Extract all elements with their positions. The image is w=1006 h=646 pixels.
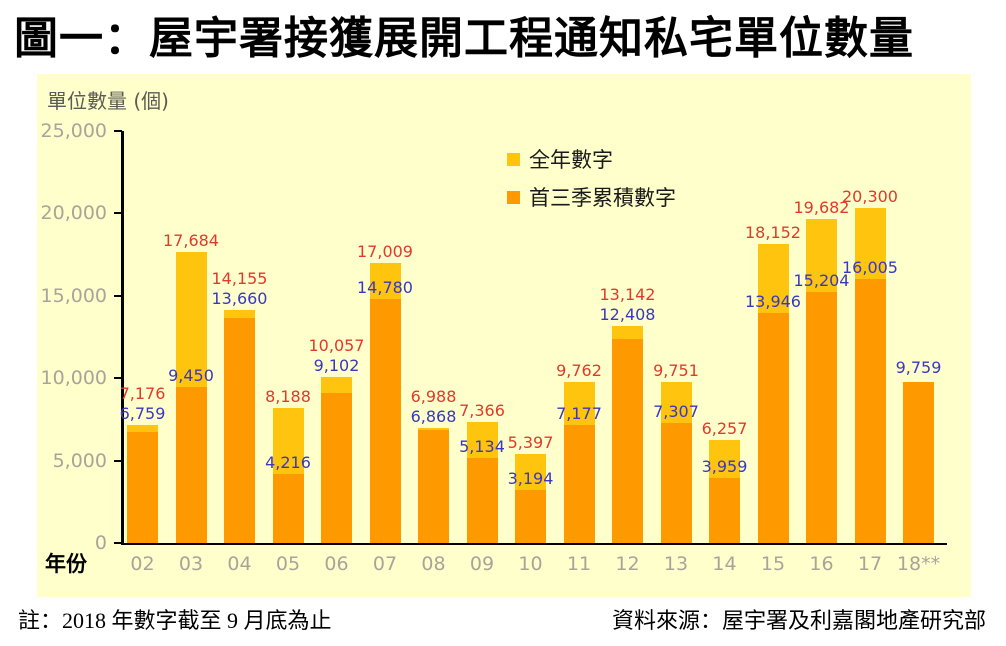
legend-item-first-three-quarters: 首三季累積數字	[507, 178, 676, 216]
full-year-value-label: 17,009	[357, 241, 413, 261]
x-tick-label: 15	[760, 553, 786, 575]
bar-first-three-quarters	[563, 424, 595, 543]
x-axis-title: 年份	[45, 552, 87, 576]
bar-first-three-quarters	[709, 477, 740, 543]
full-year-value-label: 18,152	[745, 222, 801, 242]
first-three-quarters-value-label: 9,759	[895, 358, 942, 378]
page-title: 圖一：屋宇署接獲展開工程通知私宅單位數量	[14, 13, 914, 64]
full-year-value-label: 19,682	[793, 197, 850, 217]
full-year-value-label: 20,300	[842, 187, 898, 207]
plot-area: 25,000 20,000 15,000 10,000 5,000 0 7,176 6,759…	[37, 74, 971, 597]
first-three-quarters-value-label: 7,307	[653, 401, 699, 421]
x-tick-label: 08	[421, 553, 446, 575]
x-tick-label: 16	[809, 553, 834, 575]
y-tick-mark	[114, 294, 122, 297]
y-tick-label: 5,000	[52, 449, 107, 472]
first-three-quarters-value-label: 12,408	[599, 305, 656, 325]
y-tick-mark	[114, 542, 122, 544]
first-three-quarters-value-label: 13,660	[211, 288, 268, 308]
y-tick-label: 0	[94, 532, 107, 554]
y-tick-label: 20,000	[40, 202, 107, 225]
bar-first-three-quarters	[757, 313, 789, 543]
bar-first-three-quarters	[369, 299, 401, 543]
source-note: 資料來源：屋宇署及利嘉閣地產研究部	[611, 608, 986, 633]
bar-first-three-quarters	[806, 292, 837, 543]
bar-first-three-quarters	[660, 422, 692, 543]
first-three-quarters-value-label: 5,134	[459, 437, 505, 457]
x-tick-label: 07	[372, 553, 398, 575]
full-year-value-label: 17,684	[163, 230, 219, 250]
legend-label: 首三季累積數字	[529, 186, 676, 210]
full-year-value-label: 9,751	[653, 361, 699, 381]
y-axis-line	[121, 131, 124, 545]
first-three-quarters-value-label: 3,194	[507, 469, 554, 489]
x-tick-label: 11	[566, 553, 592, 575]
bar-first-three-quarters	[175, 387, 207, 543]
first-three-quarters-value-label: 13,946	[745, 292, 801, 312]
y-tick-label: 10,000	[40, 367, 107, 390]
first-three-quarters-value-label: 6,868	[410, 406, 457, 426]
bar-first-three-quarters	[466, 458, 498, 543]
x-tick-label: 17	[857, 553, 883, 575]
x-tick-label: 02	[130, 553, 155, 575]
legend-label: 全年數字	[529, 148, 613, 172]
bar-first-three-quarters	[903, 382, 934, 543]
y-tick-mark	[114, 377, 122, 380]
x-tick-label: 09	[469, 553, 495, 575]
chart-legend: 全年數字 首三季累積數字	[507, 140, 676, 216]
y-axis-title: 單位數量 (個)	[47, 89, 169, 113]
y-tick-label: 15,000	[40, 284, 107, 307]
y-tick-label: 25,000	[40, 120, 107, 142]
full-year-value-label: 7,176	[119, 383, 166, 403]
x-tick-label: 12	[615, 553, 640, 575]
bar-first-three-quarters	[515, 490, 546, 543]
first-three-quarters-value-label: 7,177	[556, 403, 602, 423]
y-tick-mark	[114, 130, 122, 132]
legend-item-full-year: 全年數字	[507, 140, 676, 178]
first-three-quarters-value-label: 3,959	[701, 456, 748, 476]
full-year-value-label: 13,142	[599, 285, 656, 305]
chart-panel: 單位數量 (個) 全年數字 首三季累積數字 25,000 20,000 15,000…	[37, 74, 971, 597]
x-tick-label: 14	[712, 553, 737, 575]
x-tick-label: 13	[663, 553, 689, 575]
x-tick-label: 10	[518, 553, 543, 575]
bar-first-three-quarters	[418, 429, 449, 543]
first-three-quarters-value-label: 15,204	[793, 271, 850, 291]
full-year-value-label: 10,057	[308, 336, 365, 356]
full-year-value-label: 8,188	[265, 387, 311, 407]
first-three-quarters-value-label: 4,216	[265, 452, 311, 472]
first-three-quarters-value-label: 16,005	[842, 258, 898, 278]
x-axis-line	[121, 543, 947, 545]
first-three-quarters-value-label: 9,102	[313, 356, 360, 376]
y-tick-mark	[114, 212, 122, 215]
first-three-quarters-value-label: 6,759	[119, 403, 166, 423]
first-three-quarters-value-label: 14,780	[357, 278, 413, 298]
chart-footer: 註：2018 年數字截至 9 月底為止 資料來源：屋宇署及利嘉閣地產研究部	[0, 603, 1006, 635]
x-tick-label: 04	[227, 553, 252, 575]
x-tick-label: 18**	[896, 553, 941, 575]
x-tick-label: 06	[324, 553, 349, 575]
bar-first-three-quarters	[127, 431, 158, 543]
x-tick-label: 03	[178, 553, 204, 575]
full-year-value-label: 7,366	[459, 400, 505, 420]
x-tick-label: 05	[275, 553, 301, 575]
full-year-value-label: 6,988	[410, 386, 457, 406]
full-year-swatch-icon	[507, 152, 520, 166]
y-tick-mark	[114, 459, 122, 462]
bar-first-three-quarters	[321, 392, 352, 543]
bar-first-three-quarters	[272, 473, 304, 543]
full-year-value-label: 6,257	[701, 418, 748, 438]
bar-first-three-quarters	[854, 279, 886, 543]
full-year-value-label: 5,397	[507, 433, 554, 453]
footnote: 註：2018 年數字截至 9 月底為止	[18, 608, 332, 633]
first-three-quarters-value-label: 9,450	[168, 366, 214, 386]
full-year-value-label: 9,762	[556, 361, 602, 381]
bar-first-three-quarters	[224, 317, 255, 543]
first-three-quarters-swatch-icon	[507, 190, 520, 204]
bar-first-three-quarters	[612, 338, 643, 543]
full-year-value-label: 14,155	[211, 268, 268, 288]
